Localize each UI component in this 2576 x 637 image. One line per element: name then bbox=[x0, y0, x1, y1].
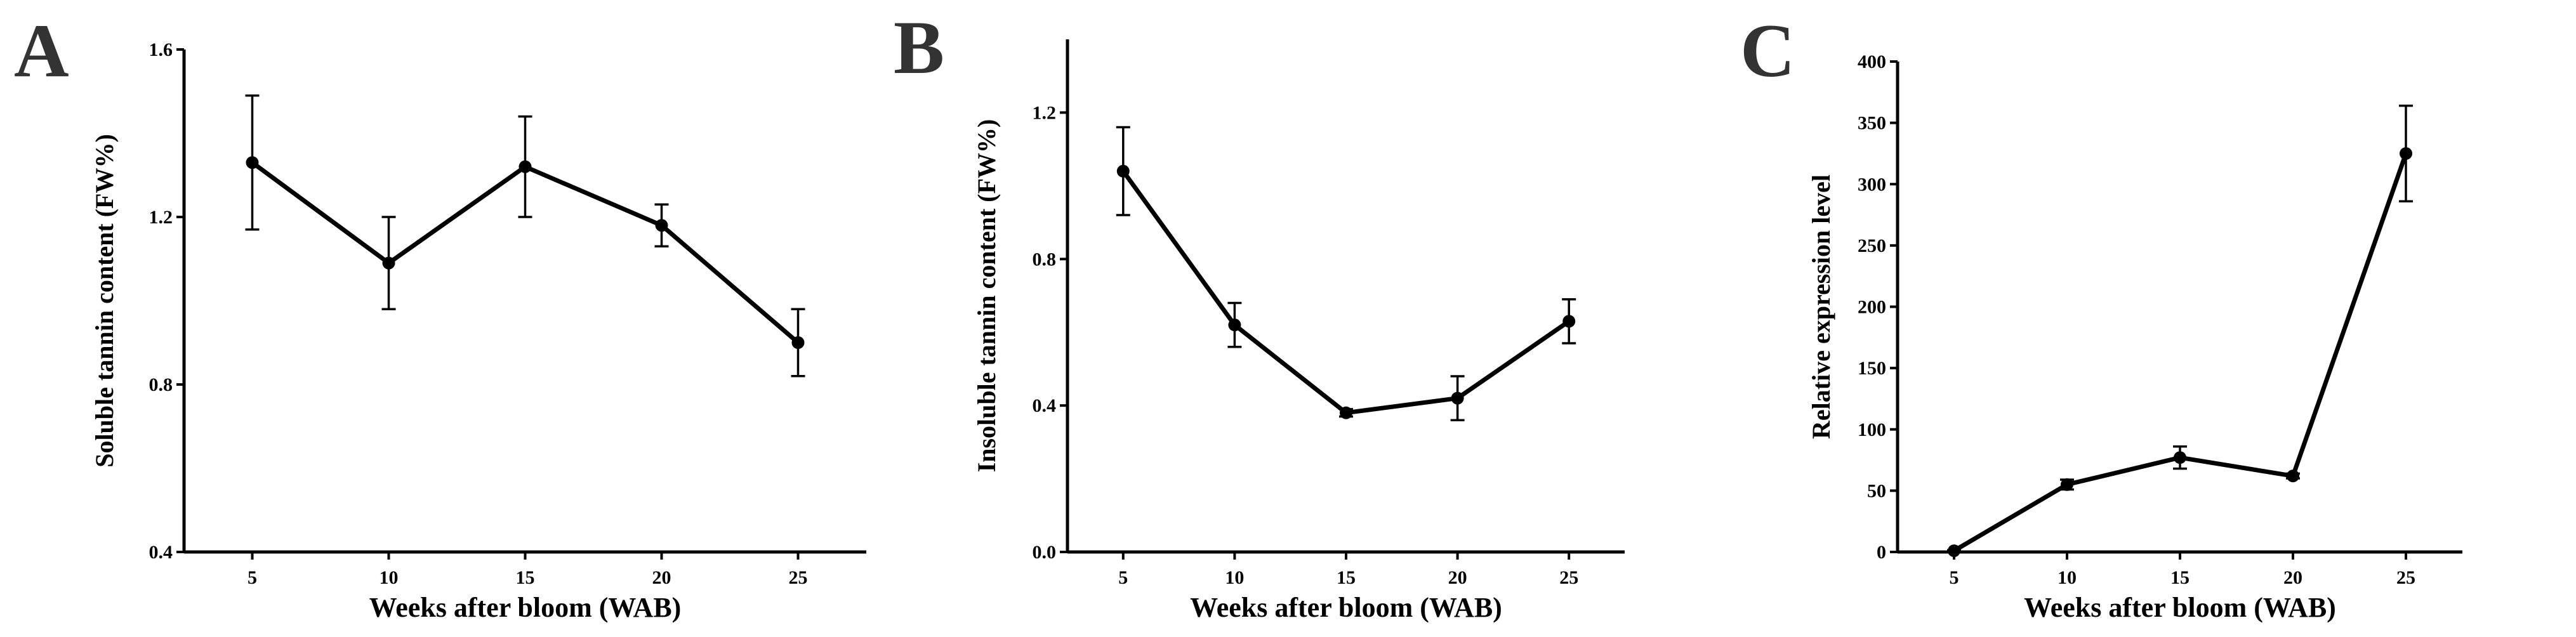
panel-b-y-axis-title: Insoluble tannin content (FW%) bbox=[972, 119, 1001, 473]
panel-b-x-tick-label: 5 bbox=[1118, 567, 1128, 588]
panel-b-x-axis-title: Weeks after bloom (WAB) bbox=[1190, 592, 1502, 623]
panel-c-x-tick-label: 15 bbox=[2170, 567, 2190, 588]
panel-a-data-point bbox=[382, 256, 395, 270]
panel-c-data-point bbox=[2174, 451, 2186, 464]
panel-a-y-axis-title: Soluble tannin content (FW%) bbox=[90, 134, 119, 468]
panel-c-data-point bbox=[1948, 544, 1960, 558]
panel-c-x-tick-label: 25 bbox=[2396, 567, 2415, 588]
panel-c-y-tick-label: 50 bbox=[1867, 480, 1886, 501]
panel-c-y-tick-label: 400 bbox=[1858, 51, 1886, 72]
panel-b-x-tick-label: 15 bbox=[1337, 567, 1356, 588]
panel-b-y-tick-label: 0.8 bbox=[1033, 249, 1057, 270]
panel-a-y-tick-label: 0.8 bbox=[149, 374, 173, 395]
panel-b-y-tick-label: 0.0 bbox=[1033, 542, 1057, 563]
panel-b-x-tick-label: 25 bbox=[1559, 567, 1578, 588]
panel-b-data-point bbox=[1116, 164, 1130, 178]
panel-c-letter: C bbox=[1740, 8, 1795, 93]
panel-a-x-tick-label: 15 bbox=[516, 567, 535, 588]
panel-c-y-tick-label: 200 bbox=[1858, 297, 1886, 318]
panel-a-y-tick-label: 1.2 bbox=[149, 207, 173, 228]
panel-b-series-line bbox=[1121, 169, 1571, 416]
panel-b-x-tick-label: 20 bbox=[1448, 567, 1467, 588]
panel-a-x-tick-label: 10 bbox=[380, 567, 399, 588]
panel-a-x-axis-title: Weeks after bloom (WAB) bbox=[369, 592, 682, 623]
panel-a: A 0.4 0.8 1.2 1.6 5 10 15 20 25 Weeks after bloom… bbox=[14, 8, 866, 623]
panel-b-data-point bbox=[1451, 391, 1464, 405]
panel-a-y-tick-label: 0.4 bbox=[149, 542, 173, 563]
panel-a-data-point bbox=[246, 156, 259, 169]
panel-c-y-tick-label: 100 bbox=[1858, 419, 1886, 440]
panel-c-y-tick-label: 150 bbox=[1858, 358, 1886, 379]
panel-b-y-tick-label: 1.2 bbox=[1033, 102, 1057, 123]
panel-c-y-tick-label: 350 bbox=[1858, 113, 1886, 134]
panel-b-data-point bbox=[1228, 318, 1241, 332]
panel-b-x-tick-label: 10 bbox=[1225, 567, 1244, 588]
panel-b: B 0.0 0.4 0.8 1.2 5 10 15 20 25 Weeks after bloom… bbox=[894, 5, 1625, 623]
panel-a-x-tick-label: 5 bbox=[248, 567, 257, 588]
panel-c: C 0 50 100 150 200 250 300 350 400 5 10 15 20 25 Weeks… bbox=[1740, 8, 2462, 623]
panel-b-data-point bbox=[1562, 315, 1576, 328]
panel-c-x-tick-label: 20 bbox=[2283, 567, 2302, 588]
panel-c-series-line bbox=[1953, 152, 2408, 553]
panel-c-y-tick-label: 300 bbox=[1858, 174, 1886, 195]
panel-c-data-point bbox=[2061, 478, 2073, 491]
panel-b-data-point bbox=[1340, 406, 1352, 419]
panel-c-y-axis-title: Relative expression level bbox=[1807, 174, 1835, 439]
panel-a-data-point bbox=[655, 219, 668, 232]
panel-a-y-tick-label: 1.6 bbox=[149, 39, 173, 60]
panel-a-x-tick-label: 25 bbox=[789, 567, 808, 588]
panel-c-data-point bbox=[2287, 470, 2299, 483]
panel-c-x-tick-label: 5 bbox=[1950, 567, 1959, 588]
panel-a-data-point bbox=[519, 160, 532, 173]
panel-b-y-tick-label: 0.4 bbox=[1033, 395, 1057, 416]
panel-a-x-tick-label: 20 bbox=[652, 567, 671, 588]
panel-c-y-tick-label: 250 bbox=[1858, 235, 1886, 256]
panel-c-x-axis-title: Weeks after bloom (WAB) bbox=[2024, 592, 2336, 623]
panel-a-data-point bbox=[791, 336, 805, 349]
panel-c-data-point bbox=[2400, 147, 2412, 160]
panel-a-letter: A bbox=[14, 8, 69, 93]
panel-c-x-tick-label: 10 bbox=[2057, 567, 2077, 588]
panel-c-y-tick-label: 0 bbox=[1877, 542, 1886, 563]
panel-b-letter: B bbox=[894, 5, 944, 89]
